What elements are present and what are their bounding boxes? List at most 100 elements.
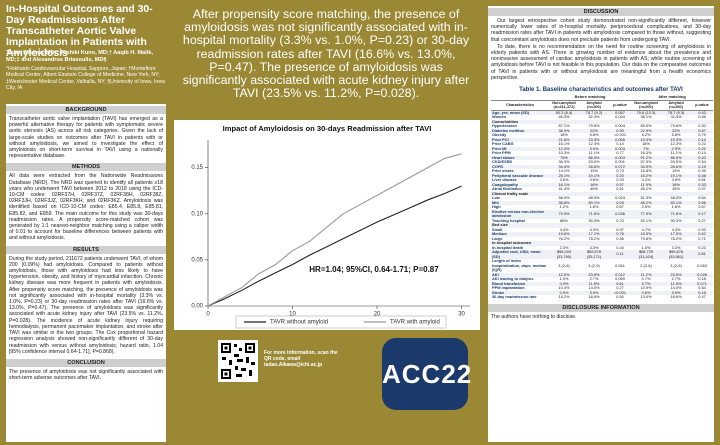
table-cell: 0.97	[698, 186, 706, 192]
table-cell: 13%	[590, 168, 598, 174]
table-row: Prior MI 12.0% 3.0% 0.004 7% 2.9% 0.22	[491, 145, 714, 152]
table-cell: 46.3%	[558, 114, 570, 120]
table-cell: 0.27	[616, 285, 624, 291]
table-cell: 5.7%	[641, 280, 651, 286]
table-cell: 53.5%	[670, 159, 682, 165]
table-cell: 0.11	[616, 251, 624, 257]
right-column: DISCUSSION Our largest retrospective coh…	[488, 6, 714, 442]
table-cell: Prior stroke	[492, 168, 514, 174]
table-cell: 0.068	[615, 136, 625, 142]
table-row: Prior CABG 15.1% 12.3% 0.14 18% 12.3% 0.22	[491, 142, 713, 147]
table-row: Prior PPM 10.3% 11.1% 0.77 16.3% 11.1% 0.14	[491, 151, 713, 156]
y-tick-label: 0.15	[191, 165, 203, 171]
table-cell: 3.9%	[589, 289, 599, 295]
table-cell: 3 (2-9)	[670, 262, 682, 268]
section-text: The presence of amyloidosis was not sign…	[9, 368, 163, 382]
table-cell: 79.6 (10.3)	[636, 109, 656, 115]
table-cell: 13.0%	[640, 294, 652, 300]
table-cell: 0.54	[698, 159, 706, 165]
table-cell: 14.0%	[588, 285, 600, 291]
table-cell: 0.92	[698, 226, 706, 232]
table-cell: 2.9%	[671, 145, 681, 151]
table-cell: 3.0%	[589, 145, 599, 151]
table-cell: Hypertension	[492, 123, 517, 129]
table-cell: <0.001	[614, 132, 627, 138]
table-cell: 79.6%	[588, 123, 600, 129]
table-cell: 4.3%	[671, 226, 681, 232]
table-cell: 45%	[672, 186, 680, 192]
table-cell: 11.1%	[670, 150, 682, 156]
column-header: Non-amyloid (n=211,472)	[549, 100, 579, 111]
table-row: Heart failure 75% 86.5% 0.003 91.2% 86.5% 0.20	[491, 154, 714, 161]
section-heading: RESULTS	[6, 245, 166, 254]
table-cell: 86.5%	[588, 154, 600, 160]
table-cell: 0.9%	[559, 289, 569, 295]
table-cell: 12.0%	[558, 271, 570, 277]
column-header: p-value	[691, 100, 714, 111]
table-cell: 0.024	[615, 195, 625, 201]
table-cell: 19.6%	[558, 231, 570, 237]
table-cell: 87.1%	[558, 123, 570, 129]
group-row: Comorbidities	[491, 119, 714, 125]
table-cell: 1.2%	[559, 204, 569, 210]
contact-info: For more information, scan the QR code, …	[264, 350, 338, 368]
table-row: Elective versus non-elective admission 79…	[491, 209, 714, 219]
table-cell: 18%	[560, 132, 568, 138]
table-cell: Prior CABG	[492, 141, 514, 147]
table-cell: 0.50	[616, 294, 624, 300]
table-cell: 23.5%	[588, 271, 600, 277]
table-row: Peripheral vascular disease 25.1% 19.1% 0.2…	[491, 173, 714, 179]
section-text: During the study period, 211672 patients…	[9, 255, 163, 355]
table-cell: 17.1%	[588, 231, 600, 237]
table-cell: 3.3%	[671, 244, 681, 250]
table-cell: 0.063	[697, 262, 707, 268]
table-cell: 0.44	[616, 244, 624, 250]
table-cell: <0.001	[614, 289, 627, 295]
y-tick-label: 0.00	[191, 304, 203, 310]
table-cell: 14.2%	[558, 294, 570, 300]
legend-box	[235, 315, 447, 329]
table-cell: 0.43	[698, 109, 706, 115]
table-row: AKI leading to dialysis 1.0% 2.7% 0.069 0.7%…	[491, 277, 713, 282]
table-cell: 16%	[590, 181, 598, 187]
table-cell: 16.8%	[640, 168, 652, 174]
table-cell: 0.97	[616, 226, 624, 232]
table-cell: 0.7%	[641, 276, 651, 282]
table-cell: 41.4%	[558, 186, 570, 192]
table-cell: 0.20	[698, 154, 706, 160]
table-row: Atrial fibrillation 41.4% 45% 0.51 45.2% 45% 0…	[491, 187, 713, 192]
table-cell: 0.56	[616, 235, 624, 241]
table-cell: 12.0%	[558, 145, 570, 151]
section-heading: BACKGROUND	[6, 106, 166, 114]
table-cell: 77.9%	[640, 210, 652, 216]
table-cell: 14.0%	[670, 285, 682, 291]
table-cell: 0.54	[698, 285, 706, 291]
table-row: Prior stroke 14.1% 13% 0.73 16.8% 13% 0.39	[491, 169, 713, 174]
table-cell: 0.004	[615, 123, 625, 129]
table-cell: 0.15	[698, 163, 706, 169]
table-cell: Bed size	[492, 222, 508, 228]
table-row: Blood transfusion 0.9% 11.5% 0.61 5.7% 11.5% 0…	[491, 280, 714, 287]
table-cell: Prior PPM	[492, 150, 511, 156]
table-cell: 79.9%	[558, 210, 570, 216]
y-tick-label: 0.10	[191, 211, 203, 217]
table-cell: 26.6%	[670, 163, 682, 169]
table-cell: 0.15	[698, 289, 706, 295]
table-cell: 0.067	[615, 109, 625, 115]
table-cell: 3.9%	[671, 289, 681, 295]
table-body: Age, yrs; mean (SD) 80.2 (8.4) 78.7 (9.2) 0…	[491, 109, 714, 300]
table-cell: 11.5%	[588, 280, 600, 286]
table-cell: Prior MI	[492, 145, 507, 151]
table-cell: CKD/ESRD	[492, 159, 513, 165]
table-cell: 0.33	[698, 181, 706, 187]
table-cell: 48.3%	[670, 195, 682, 201]
table-cell: 10.9%	[640, 285, 652, 291]
table-cell: 15.1%	[558, 141, 570, 147]
table-cell: 22.9%	[640, 127, 652, 133]
table-cell: 0.003	[615, 154, 625, 160]
table-cell: 0.39	[698, 168, 706, 174]
chart-panel: Impact of Amyloidosis on 30-days Readmis…	[174, 120, 480, 330]
x-tick-label: 20	[374, 312, 381, 318]
table-cell: 0.71	[698, 235, 706, 241]
table-cell: 16.6%	[588, 294, 600, 300]
